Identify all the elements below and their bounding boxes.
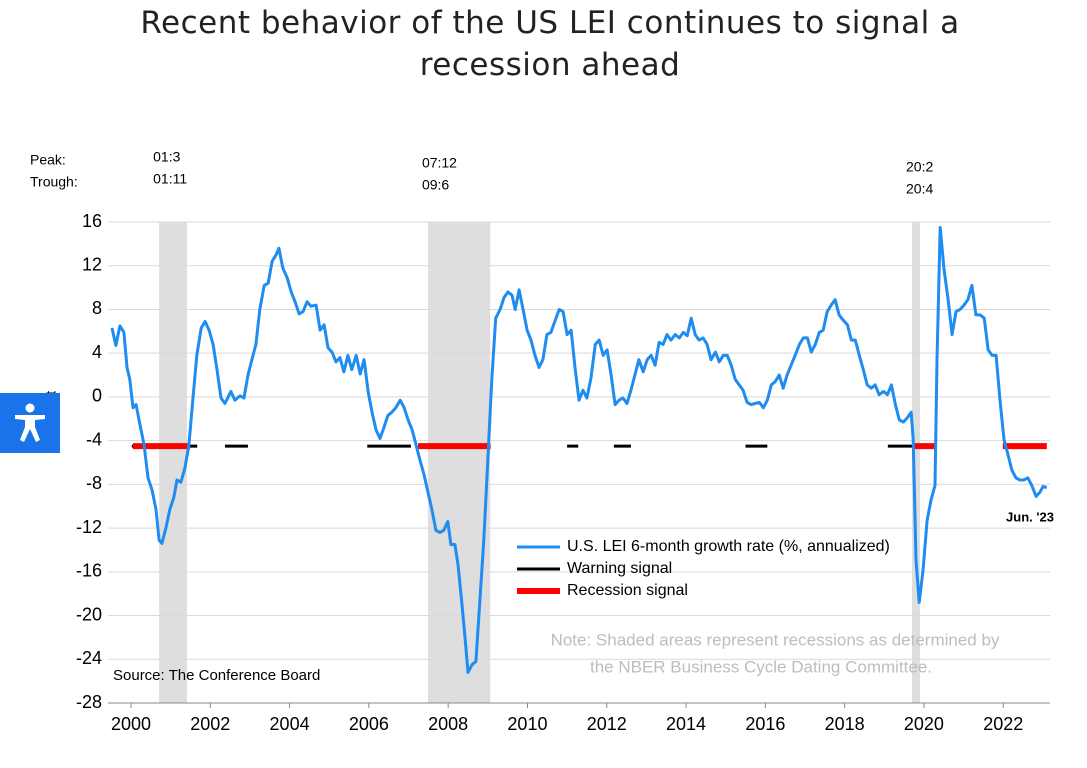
peak-label: 07:12 xyxy=(422,155,457,171)
x-tick-label: 2016 xyxy=(745,714,785,734)
y-tick-label: -16 xyxy=(76,561,102,581)
peak-title: Peak: xyxy=(30,152,66,168)
x-tick-label: 2018 xyxy=(825,714,865,734)
recession-shade xyxy=(427,222,491,703)
y-tick-label: -12 xyxy=(76,517,102,537)
y-tick-label: 16 xyxy=(82,211,102,231)
recession-shade xyxy=(912,222,920,703)
y-tick-label: -8 xyxy=(86,473,102,493)
x-tick-label: 2008 xyxy=(428,714,468,734)
source: Source: The Conference Board xyxy=(113,667,320,684)
end-annotation: Jun. '23 xyxy=(1006,509,1054,524)
note-line: Note: Shaded areas represent recessions … xyxy=(551,630,1000,649)
accessibility-button[interactable] xyxy=(0,393,60,453)
y-tick-label: 4 xyxy=(92,342,102,362)
accessibility-icon xyxy=(15,403,45,442)
y-tick-label: -28 xyxy=(76,692,102,712)
x-tick-label: 2012 xyxy=(587,714,627,734)
x-tick-label: 2014 xyxy=(666,714,706,734)
y-tick-label: 0 xyxy=(92,386,102,406)
trough-label: 01:11 xyxy=(153,171,187,187)
x-tick-label: 2004 xyxy=(270,714,310,734)
trough-label: 09:6 xyxy=(422,177,449,193)
y-tick-label: 12 xyxy=(82,254,102,274)
chart-title: Recent behavior of the US LEI continues … xyxy=(140,5,960,83)
y-tick-label: -24 xyxy=(76,648,102,668)
peak-label: 20:2 xyxy=(906,159,933,175)
y-tick-label: -20 xyxy=(76,604,102,624)
recession-shade xyxy=(159,222,187,703)
legend-label: Warning signal xyxy=(567,560,672,577)
note-line: the NBER Business Cycle Dating Committee… xyxy=(590,657,932,676)
x-tick-label: 2020 xyxy=(904,714,944,734)
legend-label: Recession signal xyxy=(567,582,688,599)
x-tick-label: 2002 xyxy=(190,714,230,734)
x-tick-label: 2022 xyxy=(983,714,1023,734)
data-line xyxy=(110,226,1048,674)
x-tick-label: 2010 xyxy=(507,714,547,734)
y-tick-label: 8 xyxy=(92,298,102,318)
peak-label: 01:3 xyxy=(153,149,180,165)
x-tick-label: 2000 xyxy=(111,714,151,734)
trough-title: Trough: xyxy=(30,174,78,190)
legend-label: U.S. LEI 6-month growth rate (%, annuali… xyxy=(567,538,890,555)
trough-label: 20:4 xyxy=(906,181,933,197)
x-tick-label: 2006 xyxy=(349,714,389,734)
y-tick-label: -4 xyxy=(86,429,102,449)
